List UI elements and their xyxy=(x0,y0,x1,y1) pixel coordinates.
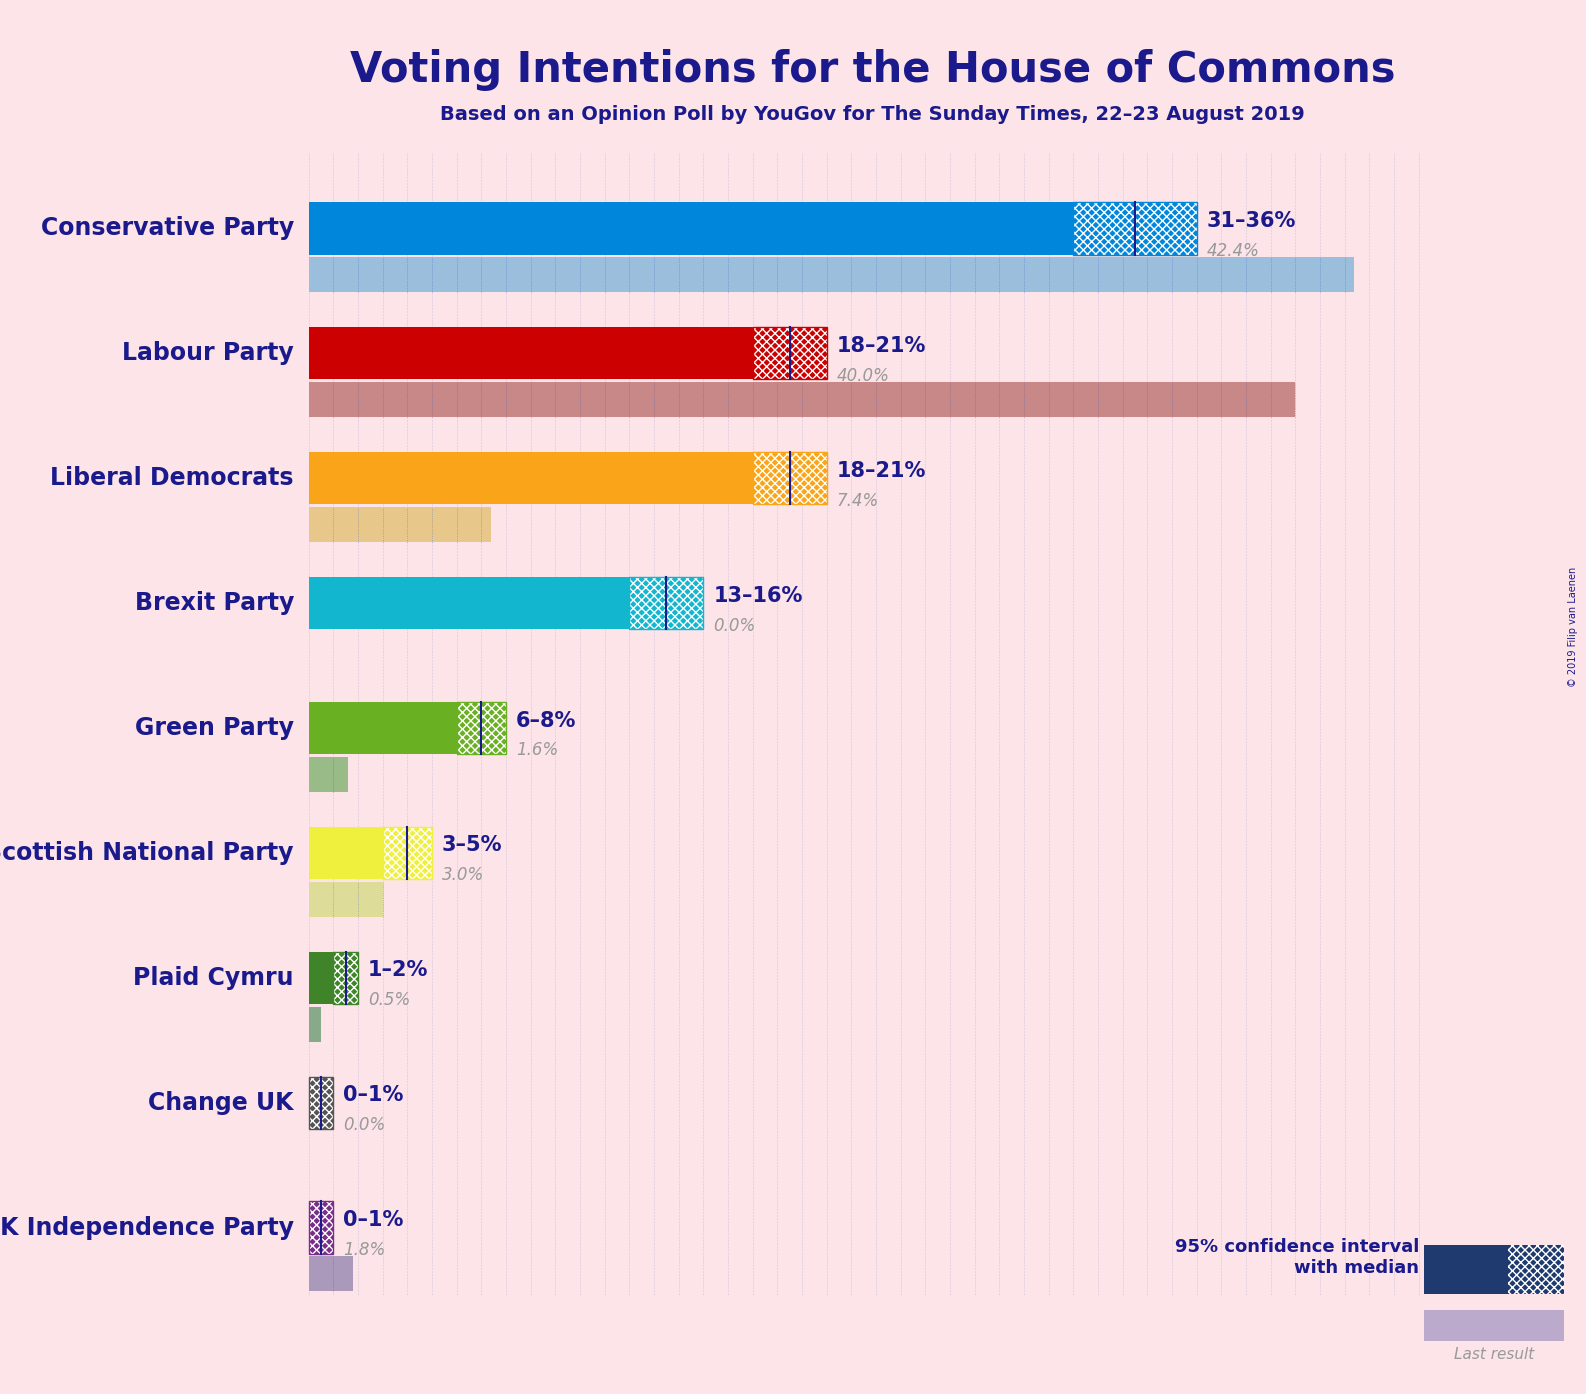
Text: 42.4%: 42.4% xyxy=(1207,241,1259,259)
Text: Scottish National Party: Scottish National Party xyxy=(0,841,293,864)
Bar xyxy=(309,1256,354,1291)
Text: 95% confidence interval
with median: 95% confidence interval with median xyxy=(1175,1238,1419,1277)
Text: 6–8%: 6–8% xyxy=(515,711,576,730)
Bar xyxy=(309,1202,333,1255)
Bar xyxy=(1424,1245,1508,1294)
Bar xyxy=(1508,1245,1564,1294)
Text: 13–16%: 13–16% xyxy=(714,585,803,605)
Bar xyxy=(753,328,826,379)
Bar xyxy=(1074,202,1196,255)
Text: 1.6%: 1.6% xyxy=(515,742,558,760)
Bar xyxy=(333,952,358,1004)
Bar xyxy=(309,1076,333,1129)
Text: 0–1%: 0–1% xyxy=(343,1086,404,1105)
Bar xyxy=(753,452,826,505)
Text: UK Independence Party: UK Independence Party xyxy=(0,1216,293,1239)
Bar xyxy=(309,1076,333,1129)
Text: 3–5%: 3–5% xyxy=(442,835,503,856)
Bar xyxy=(630,577,703,629)
Bar xyxy=(457,701,506,754)
Text: 18–21%: 18–21% xyxy=(836,460,926,481)
Text: Voting Intentions for the House of Commons: Voting Intentions for the House of Commo… xyxy=(349,49,1396,91)
Bar xyxy=(309,328,753,379)
Text: Based on an Opinion Poll by YouGov for The Sunday Times, 22–23 August 2019: Based on an Opinion Poll by YouGov for T… xyxy=(439,105,1305,124)
Bar xyxy=(309,952,333,1004)
Bar xyxy=(309,382,1296,417)
Text: 31–36%: 31–36% xyxy=(1207,210,1296,231)
Bar xyxy=(333,952,358,1004)
Bar xyxy=(753,328,826,379)
Text: Labour Party: Labour Party xyxy=(122,342,293,365)
Bar xyxy=(309,1076,333,1129)
Bar xyxy=(457,701,506,754)
Text: 0.5%: 0.5% xyxy=(368,991,411,1009)
Bar xyxy=(1074,202,1196,255)
Bar xyxy=(630,577,703,629)
Bar xyxy=(309,507,492,542)
Bar xyxy=(753,328,826,379)
Bar xyxy=(309,701,457,754)
Bar xyxy=(382,827,431,880)
Bar xyxy=(457,701,506,754)
Bar xyxy=(309,757,349,792)
Text: © 2019 Filip van Laenen: © 2019 Filip van Laenen xyxy=(1569,567,1578,687)
Bar xyxy=(382,827,431,880)
Text: 3.0%: 3.0% xyxy=(442,867,484,884)
Text: 18–21%: 18–21% xyxy=(836,336,926,355)
Text: 0–1%: 0–1% xyxy=(343,1210,404,1231)
Text: 0.0%: 0.0% xyxy=(343,1117,385,1135)
Text: Brexit Party: Brexit Party xyxy=(135,591,293,615)
Bar xyxy=(309,827,382,880)
Bar xyxy=(753,452,826,505)
Text: Plaid Cymru: Plaid Cymru xyxy=(133,966,293,990)
Bar xyxy=(309,1006,320,1041)
Text: Liberal Democrats: Liberal Democrats xyxy=(51,466,293,491)
Bar xyxy=(333,952,358,1004)
Text: Green Party: Green Party xyxy=(135,717,293,740)
Bar xyxy=(309,1202,333,1255)
Bar xyxy=(753,452,826,505)
Text: 0.0%: 0.0% xyxy=(714,616,755,634)
Bar xyxy=(309,452,753,505)
Text: Change UK: Change UK xyxy=(149,1090,293,1115)
Bar xyxy=(309,577,630,629)
Bar xyxy=(309,881,382,917)
Text: 1.8%: 1.8% xyxy=(343,1241,385,1259)
Text: Last result: Last result xyxy=(1454,1348,1534,1362)
Bar xyxy=(309,256,1354,291)
Bar xyxy=(1074,202,1196,255)
Text: 1–2%: 1–2% xyxy=(368,960,428,980)
Bar xyxy=(630,577,703,629)
Bar xyxy=(382,827,431,880)
Text: Conservative Party: Conservative Party xyxy=(41,216,293,240)
Bar xyxy=(309,1202,333,1255)
Text: 7.4%: 7.4% xyxy=(836,492,879,510)
Text: 40.0%: 40.0% xyxy=(836,367,890,385)
Bar xyxy=(309,202,1074,255)
